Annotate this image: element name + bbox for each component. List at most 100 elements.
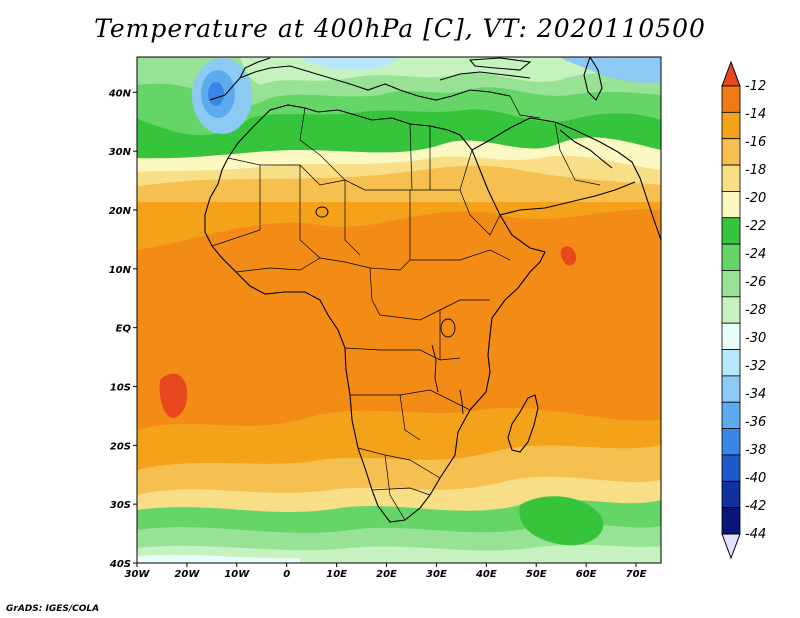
lake-malawi	[459, 389, 464, 415]
coastlines	[204, 57, 661, 523]
lon-tick-label: 10W	[224, 569, 250, 580]
border-9	[369, 267, 441, 321]
field-warm-spot-e	[560, 246, 576, 266]
colorbar-label: -38	[745, 443, 766, 458]
colorbar-box	[721, 375, 741, 403]
colorbar-label: -18	[745, 163, 766, 178]
iberia-coast	[209, 57, 271, 101]
field-warm-tropics	[137, 209, 661, 430]
colorbar: -12 -14 -16 -18 -20 -22 -24 -26 -28 -30 -32 -34 -36 -…	[721, 60, 766, 560]
lake-tanganyika	[431, 344, 439, 393]
border-6	[410, 249, 511, 261]
black-sea	[468, 57, 532, 71]
lon-tick-label: 70E	[626, 569, 647, 580]
country-borders	[211, 95, 601, 521]
border-20	[299, 107, 346, 181]
colorbar-box	[721, 322, 741, 350]
lat-tick-label: 20S	[110, 441, 131, 452]
colorbar-box	[721, 164, 741, 192]
colorbar-box	[721, 138, 741, 166]
colorbar-bottom-arrow	[721, 533, 741, 560]
lake-victoria	[440, 318, 456, 338]
lon-tick-label: 10E	[326, 569, 347, 580]
lat-tick-label: 40N	[108, 88, 132, 99]
colorbar-box	[721, 191, 741, 219]
arabia-south-coast	[499, 181, 636, 216]
colorbar-box	[721, 480, 741, 509]
lat-tick-label: 20N	[109, 206, 132, 217]
lon-tick-label: 30W	[125, 569, 151, 580]
border-17	[459, 189, 501, 236]
colorbar-label: -36	[745, 415, 766, 430]
lon-tick-label: 30E	[426, 569, 447, 580]
colorbar-label: -20	[745, 191, 766, 206]
border-2	[260, 164, 366, 191]
lon-tick-label: 60E	[576, 569, 597, 580]
caspian-sea	[583, 57, 603, 101]
border-12	[350, 389, 471, 411]
lon-axis: 30W 20W 10W 0 10E 20E 30E 40E 50E 60E 70E	[125, 563, 647, 580]
credit-text: GrADS: IGES/COLA	[6, 604, 100, 614]
border-10	[439, 299, 490, 311]
colorbar-box	[721, 454, 741, 482]
field-band-s6	[137, 554, 300, 563]
lat-tick-label: 30N	[109, 147, 132, 158]
colorbar-label: -12	[745, 79, 766, 94]
colorbar-box	[721, 507, 741, 535]
africa-coastline	[204, 104, 546, 523]
colorbar-label: -22	[745, 219, 766, 234]
border-15	[384, 454, 406, 521]
lon-tick-label: 50E	[526, 569, 547, 580]
mediterranean-north	[239, 65, 511, 101]
field-cold-se	[519, 496, 604, 546]
temperature-field	[137, 57, 661, 563]
arabia-coastline	[471, 117, 661, 241]
colorbar-label: -16	[745, 135, 766, 150]
colorbar-box	[721, 349, 741, 377]
lat-tick-label: 10S	[110, 382, 131, 393]
field-warm-spot-w	[159, 373, 188, 418]
border-13	[399, 394, 421, 441]
lon-tick-label: 20E	[376, 569, 397, 580]
border-1	[211, 157, 261, 247]
colorbar-label: -28	[745, 303, 766, 318]
colorbar-box	[721, 243, 741, 271]
colorbar-box	[721, 85, 741, 113]
persian-gulf	[559, 129, 613, 169]
colorbar-box	[721, 217, 741, 245]
colorbar-label: -40	[745, 471, 766, 486]
colorbar-box	[721, 270, 741, 298]
field-cold-ne	[560, 57, 661, 83]
border-24	[509, 95, 541, 119]
lon-tick-label: 40E	[475, 569, 497, 580]
plot-frame	[136, 56, 662, 564]
colorbar-label: -24	[745, 247, 766, 262]
border-8	[344, 259, 411, 271]
border-18	[235, 257, 321, 273]
lat-tick-label: EQ	[116, 324, 132, 335]
colorbar-top-arrow	[721, 60, 741, 87]
colorbar-box	[721, 401, 741, 429]
colorbar-label: -30	[745, 331, 766, 346]
lat-tick-label: 40S	[109, 559, 131, 570]
lat-tick-label: 30S	[110, 500, 131, 511]
border-3	[344, 180, 361, 256]
colorbar-label: -44	[745, 527, 766, 542]
colorbar-label: -32	[745, 359, 766, 374]
lake-chad	[315, 206, 329, 218]
lat-tick-label: 10N	[109, 265, 132, 276]
field-cold-core-3	[208, 82, 224, 106]
colorbar-label: -26	[745, 275, 766, 290]
colorbar-box	[721, 296, 741, 324]
madagascar-coastline	[507, 394, 539, 453]
colorbar-box	[721, 428, 741, 456]
colorbar-label: -34	[745, 387, 766, 402]
anatolia-coast	[439, 71, 531, 81]
border-16	[371, 487, 431, 496]
border-21	[409, 123, 413, 191]
map-title: Temperature at 400hPa [C], VT: 202011050…	[94, 14, 706, 43]
lat-axis: 40N 30N 20N 10N EQ 10S 20S 30S 40S	[108, 88, 137, 570]
border-7	[299, 165, 346, 263]
border-11	[344, 347, 461, 361]
